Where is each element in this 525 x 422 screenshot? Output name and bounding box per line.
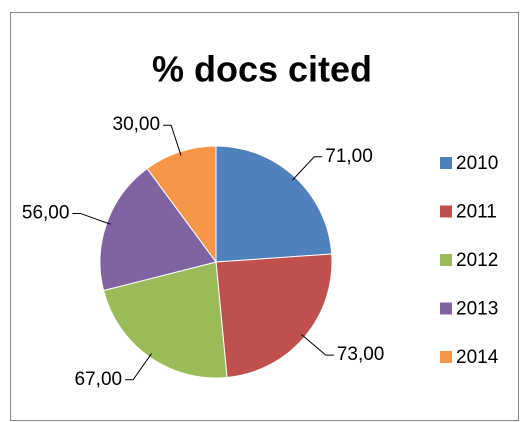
legend-label: 2014 <box>456 347 499 368</box>
legend-swatch <box>440 302 452 315</box>
chart-title: % docs cited <box>152 49 372 90</box>
legend-swatch <box>440 254 452 266</box>
legend-label: 2013 <box>456 299 498 320</box>
leader-line <box>125 353 152 381</box>
leader-line <box>163 124 182 156</box>
data-label: 30,00 <box>113 114 161 135</box>
data-label: 56,00 <box>22 202 70 223</box>
legend-swatch <box>440 205 452 218</box>
leader-line <box>72 212 111 225</box>
legend-swatch <box>440 351 452 363</box>
data-label: 71,00 <box>325 146 373 167</box>
leader-line <box>301 334 334 356</box>
leader-line <box>292 156 323 181</box>
data-label: 67,00 <box>75 369 123 390</box>
legend-label: 2011 <box>456 202 497 223</box>
legend-swatch <box>440 157 452 169</box>
data-label: 73,00 <box>337 344 385 365</box>
legend-label: 2012 <box>456 250 498 271</box>
legend-label: 2010 <box>456 153 498 174</box>
